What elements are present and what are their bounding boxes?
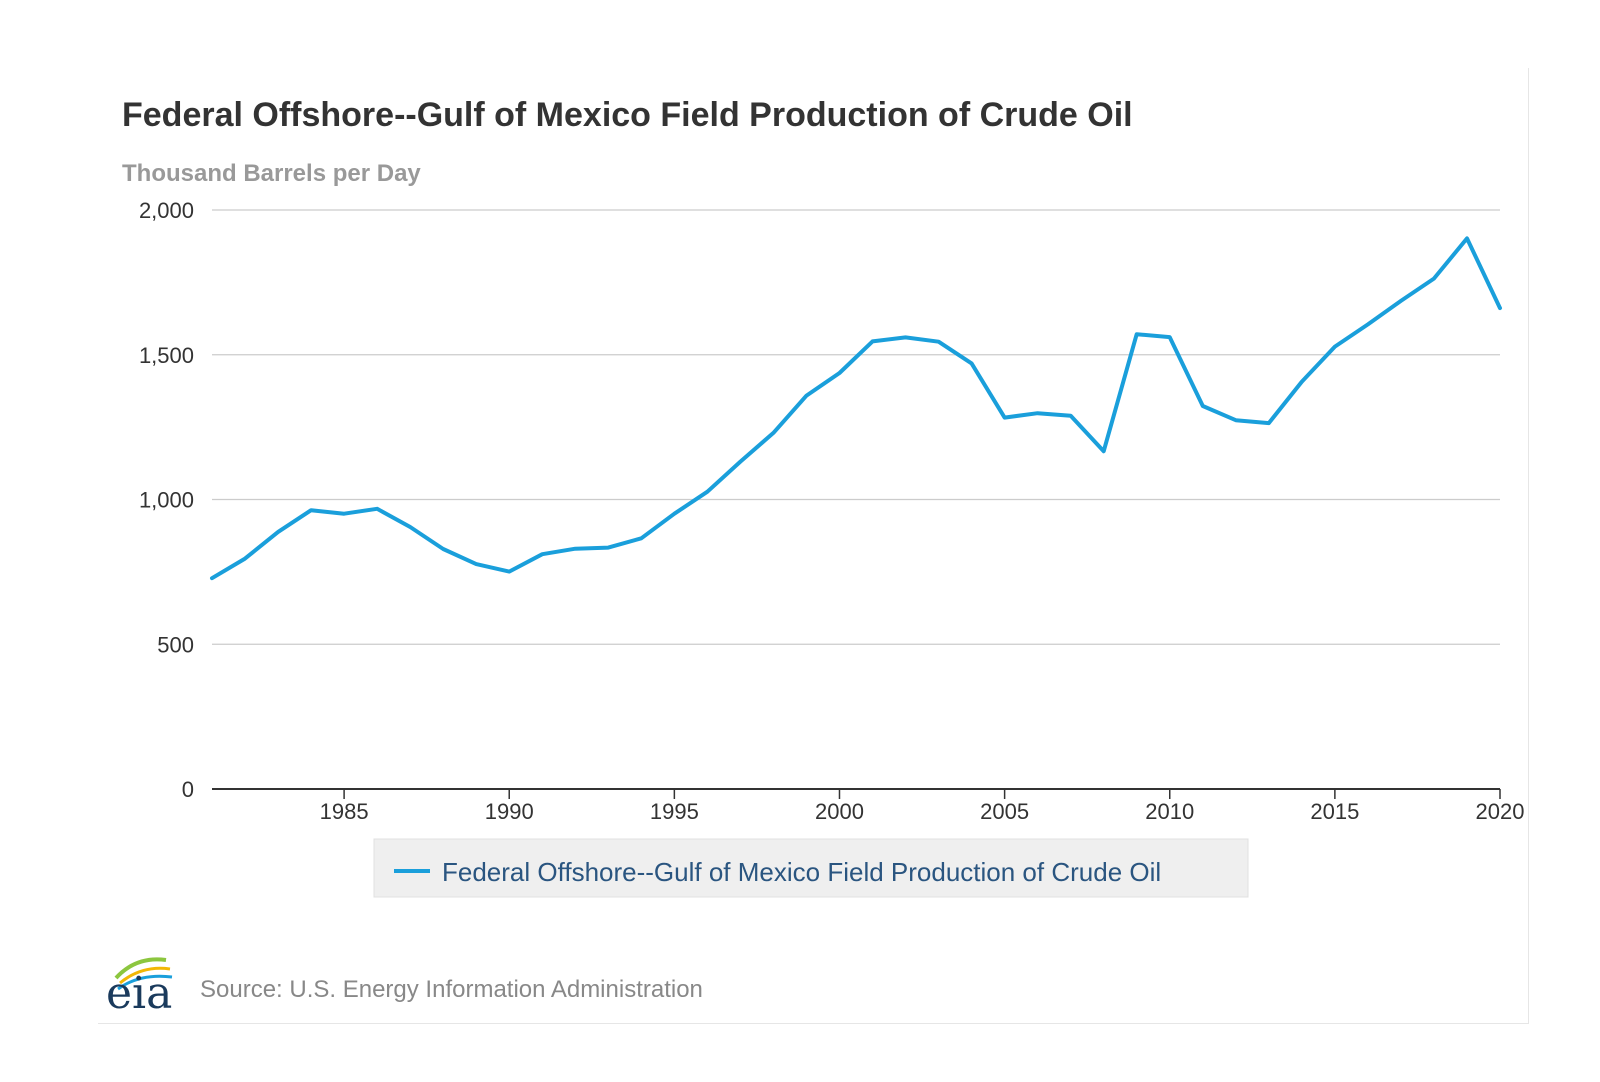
- logo-text: eia: [106, 968, 172, 1019]
- eia-logo: eia: [106, 957, 173, 1019]
- x-tick-label: 1990: [485, 799, 534, 824]
- data-point[interactable]: [1200, 403, 1206, 409]
- data-point[interactable]: [1167, 334, 1173, 340]
- data-point[interactable]: [836, 370, 842, 376]
- data-point[interactable]: [770, 430, 776, 436]
- data-point[interactable]: [539, 551, 545, 557]
- data-point[interactable]: [1035, 410, 1041, 416]
- x-tick-label: 2015: [1310, 799, 1359, 824]
- data-point[interactable]: [1332, 344, 1338, 350]
- chart-subtitle: Thousand Barrels per Day: [122, 160, 421, 187]
- legend[interactable]: Federal Offshore--Gulf of Mexico Field P…: [373, 838, 1249, 898]
- data-point[interactable]: [1431, 276, 1437, 282]
- data-point[interactable]: [1134, 331, 1140, 337]
- x-axis-ticks: 1985 1990 1995 2000 2005 2010 2015 2020: [320, 789, 1525, 824]
- data-point[interactable]: [903, 334, 909, 340]
- data-point[interactable]: [1233, 417, 1239, 423]
- data-point[interactable]: [209, 575, 215, 581]
- data-point[interactable]: [1299, 379, 1305, 385]
- chart-card: Federal Offshore--Gulf of Mexico Field P…: [98, 68, 1529, 1024]
- chart-title: Federal Offshore--Gulf of Mexico Field P…: [122, 96, 1133, 134]
- data-point[interactable]: [870, 338, 876, 344]
- y-tick-label: 1,000: [139, 488, 194, 513]
- data-point[interactable]: [1365, 321, 1371, 327]
- source-note: Source: U.S. Energy Information Administ…: [200, 976, 703, 1003]
- y-tick-label: 500: [157, 632, 194, 657]
- data-point[interactable]: [671, 511, 677, 517]
- logo-swoosh-green: [114, 957, 167, 980]
- data-point[interactable]: [440, 546, 446, 552]
- x-tick-label: 2020: [1476, 799, 1525, 824]
- series-layer: [209, 235, 1503, 581]
- y-axis-ticks: 0 500 1,000 1,500 2,000: [139, 198, 194, 802]
- data-point[interactable]: [341, 511, 347, 517]
- data-point[interactable]: [1464, 235, 1470, 241]
- data-point[interactable]: [1266, 420, 1272, 426]
- line-chart: Federal Offshore--Gulf of Mexico Field P…: [106, 96, 1525, 1019]
- y-tick-label: 2,000: [139, 198, 194, 223]
- data-point[interactable]: [407, 524, 413, 530]
- data-point[interactable]: [506, 569, 512, 575]
- data-point[interactable]: [1398, 298, 1404, 304]
- data-point[interactable]: [308, 507, 314, 513]
- x-tick-label: 2005: [980, 799, 1029, 824]
- data-point[interactable]: [704, 489, 710, 495]
- data-point[interactable]: [1068, 413, 1074, 419]
- x-tick-label: 1985: [320, 799, 369, 824]
- y-tick-label: 1,500: [139, 343, 194, 368]
- logo-swoosh-blue: [117, 974, 173, 991]
- data-point[interactable]: [1497, 305, 1503, 311]
- data-point[interactable]: [1101, 448, 1107, 454]
- x-tick-label: 2000: [815, 799, 864, 824]
- data-point[interactable]: [638, 535, 644, 541]
- gridlines: [212, 209, 1500, 790]
- data-point[interactable]: [605, 545, 611, 551]
- legend-box: [373, 838, 1249, 898]
- data-point[interactable]: [737, 459, 743, 465]
- data-point[interactable]: [242, 556, 248, 562]
- data-point[interactable]: [473, 561, 479, 567]
- data-point[interactable]: [374, 506, 380, 512]
- data-point[interactable]: [572, 546, 578, 552]
- data-point[interactable]: [969, 360, 975, 366]
- series-line[interactable]: [210, 236, 1502, 581]
- data-point[interactable]: [803, 393, 809, 399]
- data-point[interactable]: [936, 339, 942, 345]
- x-tick-label: 1995: [650, 799, 699, 824]
- legend-item-label[interactable]: Federal Offshore--Gulf of Mexico Field P…: [442, 857, 1161, 887]
- x-tick-label: 2010: [1145, 799, 1194, 824]
- data-point[interactable]: [275, 529, 281, 535]
- logo-swoosh-yellow: [119, 966, 171, 985]
- data-point[interactable]: [1002, 415, 1008, 421]
- y-tick-label: 0: [182, 777, 194, 802]
